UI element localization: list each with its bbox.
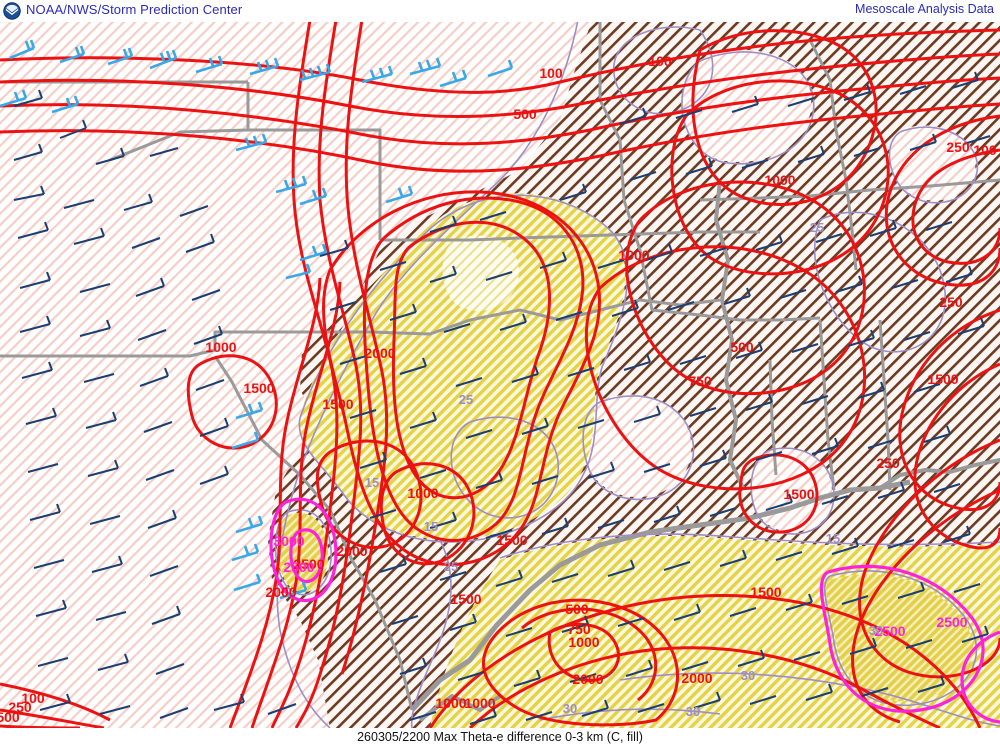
contour-label-red: 1500 xyxy=(927,371,958,387)
contour-label-purple: 15 xyxy=(826,531,840,546)
contour-label-red: 1500 xyxy=(496,532,527,548)
contour-label-red: 1000 xyxy=(435,695,466,711)
border-la-ms xyxy=(768,359,778,476)
mesoanalysis-map[interactable]: 100 500 100 250 100 1000 1000 250 1000 2000 500 150… xyxy=(0,20,1000,728)
contour-label-red: 1000 xyxy=(618,247,649,263)
header-right-title: Mesoscale Analysis Data xyxy=(855,2,994,16)
contour-label-red: 750 xyxy=(688,373,712,389)
header-left-title: NOAA/NWS/Storm Prediction Center xyxy=(26,2,243,17)
contour-label-magenta: 2500 xyxy=(874,623,905,639)
contour-label-purple: 25 xyxy=(810,220,824,235)
contour-label-red: 1500 xyxy=(750,584,781,600)
wind-barbs-navy xyxy=(13,71,991,725)
contour-label-red: 1500 xyxy=(450,591,481,607)
contour-label-red: 100 xyxy=(21,690,45,706)
contour-label-red: 1500 xyxy=(783,486,814,502)
contour-label-red: 2000 xyxy=(336,543,367,559)
map-caption: 260305/2200 Max Theta-e difference 0-3 k… xyxy=(357,730,643,744)
contour-label-red: 500 xyxy=(730,339,754,355)
purple-contour-labels: 25 25 15 15 15 25 30 30 30 30 xyxy=(365,220,883,719)
contour-label-magenta: 2500 xyxy=(283,559,314,575)
contour-label-red: 250 xyxy=(946,139,970,155)
contour-label-red: 500 xyxy=(565,601,589,617)
contour-label-red: 1000 xyxy=(464,695,495,711)
border-ne-ia xyxy=(380,230,760,242)
contour-label-magenta: 3000 xyxy=(273,533,304,549)
contour-label-red: 100 xyxy=(973,142,997,158)
contour-label-purple: 25 xyxy=(444,559,458,574)
contour-label-red: 2000 xyxy=(265,584,296,600)
purple-contours xyxy=(274,20,1000,728)
noaa-logo-icon xyxy=(3,2,21,20)
contour-label-red: 500 xyxy=(513,106,537,122)
contour-label-red: 2000 xyxy=(572,671,603,687)
contour-label-red: 1500 xyxy=(322,396,353,412)
border-ms-al xyxy=(818,319,836,491)
contour-label-red: 100 xyxy=(648,53,672,69)
border-nm-co xyxy=(109,128,249,162)
border-ks-ne xyxy=(369,298,721,336)
page-footer: 260305/2200 Max Theta-e difference 0-3 k… xyxy=(0,728,1000,750)
contour-label-purple: 15 xyxy=(365,475,379,490)
red-contours xyxy=(0,20,1000,728)
contour-label-red: 250 xyxy=(8,699,32,715)
contour-label-red: 2500 xyxy=(293,556,324,572)
contour-label-red: 100 xyxy=(539,65,563,81)
border-il-east xyxy=(808,39,858,271)
coastline-gulf xyxy=(410,479,911,712)
contour-label-red: 1500 xyxy=(243,380,274,396)
contour-label-red: 750 xyxy=(567,621,591,637)
border-mo-ar xyxy=(651,308,821,322)
contour-label-red: 1000 xyxy=(205,339,236,355)
contour-label-purple: 30 xyxy=(869,623,883,638)
contour-label-red: 2000 xyxy=(364,345,395,361)
wind-barbs-cyan xyxy=(0,39,514,600)
border-co-ks xyxy=(246,82,382,240)
magenta-contours xyxy=(269,497,1000,724)
contour-label-red: 1000 xyxy=(407,485,438,501)
contour-label-red: 1000 xyxy=(764,172,795,188)
contour-label-purple: 15 xyxy=(424,519,438,534)
contour-label-red: 250 xyxy=(939,294,963,310)
contour-label-red: 250 xyxy=(876,455,900,471)
border-ok-panhandle xyxy=(0,330,370,358)
coastline-florida xyxy=(878,458,1000,490)
contour-label-red: 500 xyxy=(0,709,20,725)
contour-label-red: 2000 xyxy=(681,670,712,686)
fill-yellow-core-plains xyxy=(442,235,520,311)
coastline-tx-south xyxy=(418,694,502,722)
fill-hole-5 xyxy=(889,125,976,201)
page-header: NOAA/NWS/Storm Prediction Center Mesosca… xyxy=(0,0,1000,22)
river-mississippi xyxy=(714,179,746,491)
contour-label-purple: 30 xyxy=(686,704,700,719)
contour-label-magenta: 2500 xyxy=(936,614,967,630)
contour-label-purple: 30 xyxy=(741,668,755,683)
contour-label-red: 1000 xyxy=(568,634,599,650)
contour-label-purple: 25 xyxy=(459,392,473,407)
wind-barbs xyxy=(0,39,991,725)
contour-label-purple: 30 xyxy=(563,701,577,716)
